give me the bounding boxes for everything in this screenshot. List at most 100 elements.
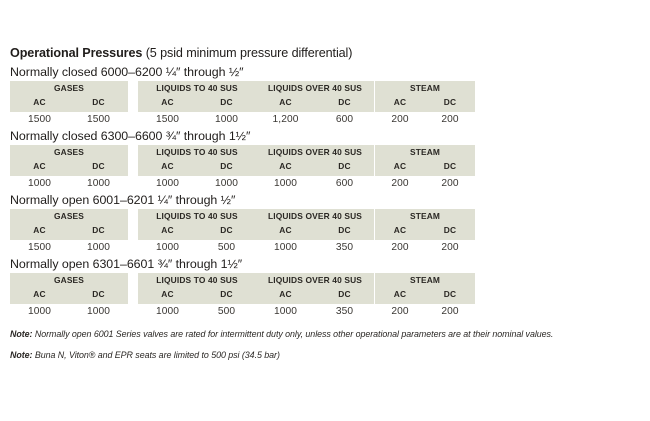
table-group-steam: STEAM AC DC 200 200 [375, 209, 475, 255]
group-title: GASES [53, 211, 85, 221]
column-headers: AC DC [10, 97, 128, 107]
column-header-ac: AC [33, 289, 46, 299]
table-row: 200 200 [375, 242, 475, 253]
table-row: 1000 500 [138, 306, 256, 317]
page-title-subtitle: (5 psid minimum pressure differential) [145, 46, 353, 60]
table-row: 1000 1000 [10, 178, 128, 189]
group-shade [375, 145, 475, 176]
column-header-dc: DC [338, 161, 351, 171]
table-group-liquids-to-40-sus: LIQUIDS TO 40 SUS AC DC 1500 1000 [138, 81, 256, 127]
cell-dc-value: 200 [441, 114, 459, 125]
column-header-dc: DC [338, 97, 351, 107]
table-group-steam: STEAM AC DC 200 200 [375, 273, 475, 319]
cell-dc-value: 1500 [86, 114, 111, 125]
group-title: GASES [53, 83, 85, 93]
group-title: STEAM [409, 83, 441, 93]
group-title: GASES [53, 147, 85, 157]
table-group-gases: GASES AC DC 1000 1000 [10, 145, 128, 191]
column-headers: AC DC [256, 161, 374, 171]
cell-dc-value: 350 [335, 242, 354, 253]
cell-dc-value: 500 [217, 306, 236, 317]
cell-ac-value: 1000 [273, 242, 298, 253]
table-row: 1000 1000 [138, 178, 256, 189]
table-group-gases: GASES AC DC 1500 1000 [10, 209, 128, 255]
column-header-ac: AC [279, 97, 292, 107]
group-title: LIQUIDS TO 40 SUS [156, 211, 238, 221]
pressure-section: Normally open 6301–6601 ¾″ through 1½″ G… [10, 255, 644, 319]
table-row: 1000 600 [256, 178, 374, 189]
column-header-ac: AC [279, 161, 292, 171]
page-title-main: Operational Pressures [10, 46, 143, 60]
column-headers: AC DC [10, 289, 128, 299]
table-row: 200 200 [375, 178, 475, 189]
table-row: 1500 1000 [138, 114, 256, 125]
column-header-dc: DC [338, 225, 351, 235]
table-row: 200 200 [375, 306, 475, 317]
pressure-section: Normally open 6001–6201 ¼″ through ½″ GA… [10, 191, 644, 255]
cell-ac-value: 200 [391, 242, 409, 253]
cell-ac-value: 1000 [273, 178, 298, 189]
column-header-ac: AC [161, 97, 174, 107]
footnote-text: Buna N, Viton® and EPR seats are limited… [34, 349, 280, 360]
column-headers: AC DC [138, 289, 256, 299]
column-header-ac: AC [393, 289, 407, 299]
column-headers: AC DC [375, 289, 475, 299]
cell-ac-value: 1500 [27, 114, 52, 125]
cell-dc-value: 200 [441, 178, 459, 189]
group-title: LIQUIDS OVER 40 SUS [267, 147, 363, 157]
column-headers: AC DC [138, 225, 256, 235]
table-row: 1500 1000 [10, 242, 128, 253]
column-header-dc: DC [220, 225, 233, 235]
group-shade [256, 273, 374, 304]
document-content: Operational Pressures (5 psid minimum pr… [10, 46, 644, 370]
table-row: 1000 350 [256, 242, 374, 253]
column-header-ac: AC [161, 225, 174, 235]
group-shade [138, 209, 256, 240]
group-shade [256, 145, 374, 176]
table-row: 1000 1000 [10, 306, 128, 317]
cell-dc-value: 350 [335, 306, 354, 317]
table-group-liquids-to-40-sus: LIQUIDS TO 40 SUS AC DC 1000 500 [138, 209, 256, 255]
group-title: LIQUIDS TO 40 SUS [156, 147, 238, 157]
column-headers: AC DC [256, 225, 374, 235]
group-title: GASES [53, 275, 85, 285]
footnotes: Note: Normally open 6001 Series valves a… [10, 328, 644, 361]
cell-ac-value: 200 [391, 178, 409, 189]
pressure-section: Normally closed 6300–6600 ¾″ through 1½″… [10, 127, 644, 191]
cell-dc-value: 200 [441, 242, 459, 253]
cell-dc-value: 600 [335, 114, 354, 125]
column-header-ac: AC [33, 97, 46, 107]
cell-ac-value: 200 [391, 306, 409, 317]
pressure-table: GASES AC DC 1500 1000 LIQUIDS TO 40 SUS … [10, 209, 644, 255]
footnote-text: Normally open 6001 Series valves are rat… [34, 328, 554, 339]
cell-ac-value: 1000 [155, 306, 180, 317]
table-group-liquids-to-40-sus: LIQUIDS TO 40 SUS AC DC 1000 1000 [138, 145, 256, 191]
column-header-dc: DC [220, 289, 233, 299]
column-header-dc: DC [92, 161, 105, 171]
column-header-dc: DC [338, 289, 351, 299]
table-group-steam: STEAM AC DC 200 200 [375, 145, 475, 191]
group-shade [256, 81, 374, 112]
table-row: 1,200 600 [256, 114, 374, 125]
column-header-ac: AC [33, 161, 46, 171]
group-shade [375, 209, 475, 240]
table-group-steam: STEAM AC DC 200 200 [375, 81, 475, 127]
column-header-dc: DC [443, 161, 457, 171]
table-row: 1000 350 [256, 306, 374, 317]
cell-ac-value: 1500 [27, 242, 52, 253]
column-header-ac: AC [393, 225, 407, 235]
column-headers: AC DC [10, 161, 128, 171]
column-header-ac: AC [161, 161, 174, 171]
group-title: LIQUIDS TO 40 SUS [156, 83, 238, 93]
cell-dc-value: 1000 [214, 114, 239, 125]
pressure-table: GASES AC DC 1000 1000 LIQUIDS TO 40 SUS … [10, 145, 644, 191]
footnote-label: Note: [10, 349, 33, 360]
cell-dc-value: 200 [441, 306, 459, 317]
column-header-ac: AC [161, 289, 174, 299]
cell-dc-value: 1000 [86, 306, 111, 317]
cell-ac-value: 1000 [273, 306, 298, 317]
cell-ac-value: 1000 [155, 242, 180, 253]
cell-ac-value: 200 [391, 114, 409, 125]
cell-dc-value: 500 [217, 242, 236, 253]
column-headers: AC DC [375, 97, 475, 107]
